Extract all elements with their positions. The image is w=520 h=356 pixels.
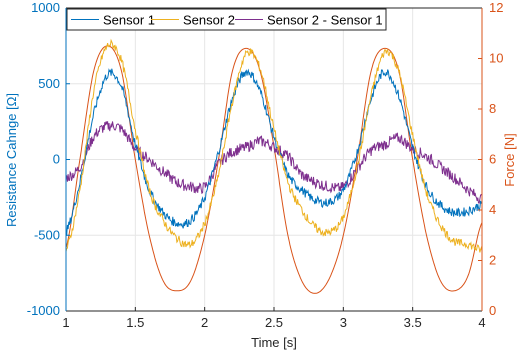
tick-labels: 1 1.5 2 2.5 3 3.5 4 1000 500 0 -500 -1000 12 10 8 6 4 2 0	[27, 0, 504, 330]
y-right-tick-label: 4	[489, 202, 496, 217]
legend-entry-label: Sensor 2 - Sensor 1	[267, 13, 383, 28]
y-right-tick-label: 0	[489, 303, 496, 318]
y-right-tick-label: 8	[489, 101, 496, 116]
y-axis-right-label: Force [N]	[502, 133, 517, 186]
x-axis-label: Time [s]	[251, 335, 297, 350]
x-tick-label: 2.5	[265, 315, 283, 330]
series-line-0	[65, 68, 482, 237]
x-tick-label: 2	[201, 315, 208, 330]
y-right-tick-label: 10	[489, 51, 503, 66]
y-right-tick-label: 6	[489, 152, 496, 167]
legend-box	[66, 8, 387, 31]
legend-entry-label: Sensor 1	[103, 13, 155, 28]
y-right-tick-label: 12	[489, 0, 503, 15]
y-left-tick-label: -1000	[27, 303, 60, 318]
y-left-tick-label: -500	[34, 227, 60, 242]
axes	[65, 7, 483, 312]
x-tick-label: 3	[340, 315, 347, 330]
y-right-tick-label: 2	[489, 253, 496, 268]
legend-entry-label: Sensor 2	[183, 13, 235, 28]
x-tick-label: 3.5	[404, 315, 422, 330]
plot-series	[65, 38, 483, 294]
x-tick-label: 1	[62, 315, 69, 330]
y-left-tick-label: 500	[38, 76, 60, 91]
y-left-tick-label: 1000	[31, 0, 60, 15]
x-tick-label: 4	[478, 315, 485, 330]
y-left-tick-label: 0	[53, 152, 60, 167]
series-line-2	[65, 121, 483, 204]
series-line-1	[65, 38, 483, 253]
y-axis-left-label: Resistance Cahnge [Ω]	[4, 93, 19, 227]
legend: Sensor 1 Sensor 2 Sensor 2 - Sensor 1	[66, 8, 387, 31]
x-tick-label: 1.5	[126, 315, 144, 330]
